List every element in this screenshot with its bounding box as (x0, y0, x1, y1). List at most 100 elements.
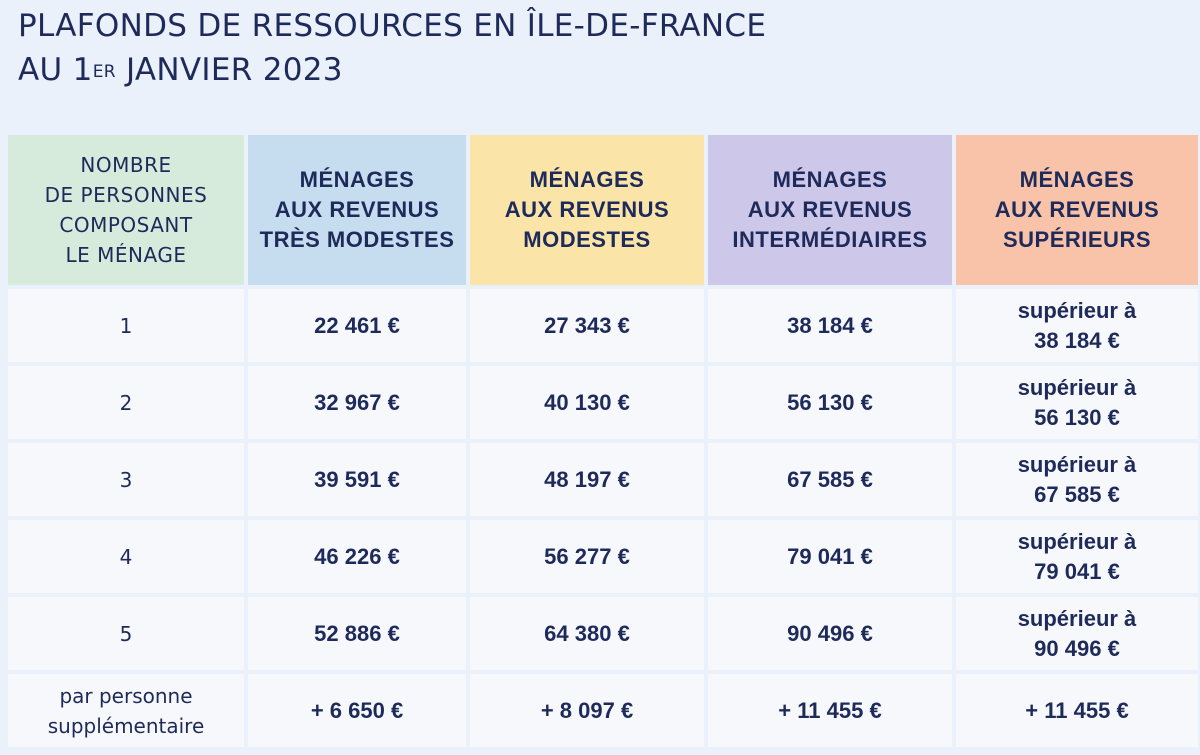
cell-persons: 5 (8, 597, 244, 670)
header-line: DE PERSONNES (44, 183, 208, 207)
amount-value: 67 585 € (787, 466, 873, 492)
header-line: MÉNAGES (1019, 167, 1135, 192)
table-row: 5 52 886 € 64 380 € 90 496 € supérieur à 90 4… (8, 597, 1198, 670)
table-row: 4 46 226 € 56 277 € 79 041 € supérieur à 79 0… (8, 520, 1198, 593)
amount-value: + 11 455 € (778, 697, 882, 723)
amount-value: 38 184 € (787, 312, 873, 338)
cell-modestes: 64 380 € (470, 597, 704, 670)
cell-intermediaires: 56 130 € (708, 366, 952, 439)
cell-superieurs: supérieur à 56 130 € (956, 366, 1198, 439)
cell-modestes: 48 197 € (470, 443, 704, 516)
amount-value: 90 496 € (1034, 635, 1120, 661)
header-persons: NOMBRE DE PERSONNES COMPOSANT LE MÉNAGE (8, 135, 244, 285)
header-line: MODESTES (523, 227, 651, 252)
page-title: PLAFONDS DE RESSOURCES EN ÎLE-DE-FRANCE … (18, 4, 766, 92)
cell-intermediaires: + 11 455 € (708, 674, 952, 747)
persons-label: par personne (59, 683, 193, 708)
header-superieurs: MÉNAGES AUX REVENUS SUPÉRIEURS (956, 135, 1198, 285)
cell-tres-modestes: 52 886 € (248, 597, 466, 670)
persons-label: 1 (119, 313, 133, 338)
header-line: SUPÉRIEURS (1002, 227, 1152, 252)
cell-persons: 1 (8, 289, 244, 362)
header-line: MÉNAGES (772, 167, 888, 192)
superior-prefix: supérieur à (1017, 297, 1137, 323)
amount-value: 79 041 € (1034, 558, 1120, 584)
header-line: MÉNAGES (529, 167, 645, 192)
header-intermediaires: MÉNAGES AUX REVENUS INTERMÉDIAIRES (708, 135, 952, 285)
cell-modestes: 40 130 € (470, 366, 704, 439)
superior-prefix: supérieur à (1017, 451, 1137, 477)
amount-value: 22 461 € (314, 312, 400, 338)
header-line: COMPOSANT (59, 213, 193, 237)
extra-person-row: par personne supplémentaire + 6 650 € + 8 0… (8, 674, 1198, 747)
header-line: AUX REVENUS (274, 197, 440, 222)
amount-value: 52 886 € (314, 620, 400, 646)
table-row: 2 32 967 € 40 130 € 56 130 € supérieur à 56 1… (8, 366, 1198, 439)
header-line: TRÈS MODESTES (259, 227, 455, 252)
table-body: 1 22 461 € 27 343 € 38 184 € supérieur à 38 1… (8, 289, 1198, 747)
header-tres-modestes: MÉNAGES AUX REVENUS TRÈS MODESTES (248, 135, 466, 285)
header-line: LE MÉNAGE (65, 243, 187, 267)
amount-value: 48 197 € (544, 466, 630, 492)
title-line-2: AU 1ER JANVIER 2023 (18, 48, 766, 92)
cell-intermediaires: 67 585 € (708, 443, 952, 516)
cell-persons: 4 (8, 520, 244, 593)
amount-value: 67 585 € (1034, 481, 1120, 507)
cell-intermediaires: 79 041 € (708, 520, 952, 593)
cell-modestes: 56 277 € (470, 520, 704, 593)
superior-prefix: supérieur à (1017, 605, 1137, 631)
header-line: NOMBRE (80, 153, 172, 177)
header-line: AUX REVENUS (747, 197, 913, 222)
table-row: 3 39 591 € 48 197 € 67 585 € supérieur à 67 5… (8, 443, 1198, 516)
table-row: 1 22 461 € 27 343 € 38 184 € supérieur à 38 1… (8, 289, 1198, 362)
cell-superieurs: + 11 455 € (956, 674, 1198, 747)
cell-persons: 3 (8, 443, 244, 516)
amount-value: 39 591 € (314, 466, 400, 492)
persons-label: 2 (119, 390, 133, 415)
cell-tres-modestes: + 6 650 € (248, 674, 466, 747)
title-line-2-suffix: JANVIER 2023 (115, 52, 343, 88)
amount-value: 64 380 € (544, 620, 630, 646)
cell-superieurs: supérieur à 79 041 € (956, 520, 1198, 593)
cell-tres-modestes: 39 591 € (248, 443, 466, 516)
cell-superieurs: supérieur à 38 184 € (956, 289, 1198, 362)
header-line: INTERMÉDIAIRES (732, 227, 928, 252)
persons-label: 5 (119, 621, 133, 646)
amount-value: 38 184 € (1034, 327, 1120, 353)
cell-modestes: + 8 097 € (470, 674, 704, 747)
title-line-1: PLAFONDS DE RESSOURCES EN ÎLE-DE-FRANCE (18, 8, 767, 44)
cell-tres-modestes: 22 461 € (248, 289, 466, 362)
cell-tres-modestes: 46 226 € (248, 520, 466, 593)
persons-label: 3 (119, 467, 133, 492)
header-row: NOMBRE DE PERSONNES COMPOSANT LE MÉNAGE MÉNA… (8, 135, 1198, 285)
header-line: AUX REVENUS (504, 197, 670, 222)
amount-value: + 11 455 € (1025, 697, 1129, 723)
cell-modestes: 27 343 € (470, 289, 704, 362)
superior-prefix: supérieur à (1017, 374, 1137, 400)
cell-persons: par personne supplémentaire (8, 674, 244, 747)
amount-value: 27 343 € (544, 312, 630, 338)
amount-value: 90 496 € (787, 620, 873, 646)
amount-value: 46 226 € (314, 543, 400, 569)
header-line: MÉNAGES (299, 167, 415, 192)
amount-value: 32 967 € (314, 389, 400, 415)
amount-value: 56 277 € (544, 543, 630, 569)
amount-value: + 6 650 € (310, 697, 404, 723)
superior-prefix: supérieur à (1017, 528, 1137, 554)
amount-value: 56 130 € (1034, 404, 1120, 430)
title-line-2-sup: ER (92, 62, 116, 82)
persons-label: supplémentaire (47, 713, 205, 738)
cell-persons: 2 (8, 366, 244, 439)
persons-label: 4 (119, 544, 133, 569)
cell-intermediaires: 90 496 € (708, 597, 952, 670)
cell-intermediaires: 38 184 € (708, 289, 952, 362)
cell-tres-modestes: 32 967 € (248, 366, 466, 439)
amount-value: + 8 097 € (540, 697, 634, 723)
title-line-2-prefix: AU 1 (18, 52, 93, 88)
amount-value: 79 041 € (787, 543, 873, 569)
cell-superieurs: supérieur à 90 496 € (956, 597, 1198, 670)
header-modestes: MÉNAGES AUX REVENUS MODESTES (470, 135, 704, 285)
amount-value: 56 130 € (787, 389, 873, 415)
cell-superieurs: supérieur à 67 585 € (956, 443, 1198, 516)
amount-value: 40 130 € (544, 389, 630, 415)
